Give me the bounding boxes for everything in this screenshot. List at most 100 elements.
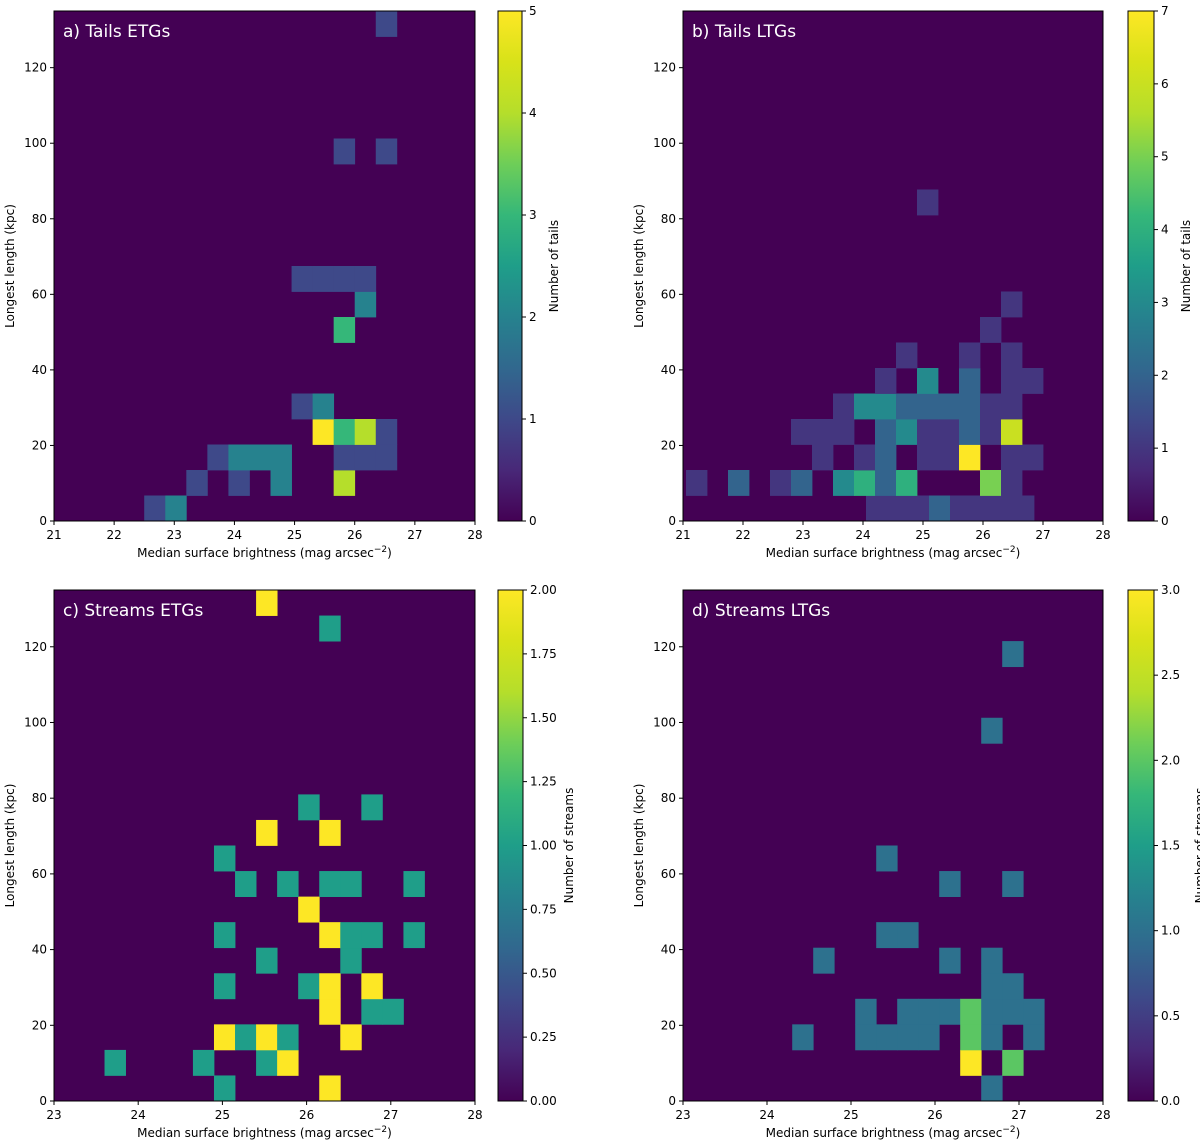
heatmap-cell — [298, 794, 320, 821]
y-axis-label: Longest length (kpc) — [3, 204, 17, 328]
heatmap-cell — [256, 1024, 278, 1051]
heatmap-cell — [333, 444, 356, 471]
y-tick-label: 60 — [32, 867, 47, 881]
heatmap-cell — [354, 291, 377, 318]
heatmap-cell — [104, 1049, 126, 1076]
heatmap-cell — [812, 419, 834, 445]
x-tick-label: 26 — [347, 528, 362, 542]
heatmap-cell — [319, 1075, 341, 1102]
heatmap-cell — [270, 444, 292, 471]
heatmap-cell — [918, 998, 940, 1025]
x-tick-label: 21 — [46, 528, 61, 542]
heatmap-cell — [213, 973, 236, 1000]
heatmap-cell — [866, 495, 888, 522]
heatmap-cell — [312, 419, 335, 445]
heatmap-cell — [897, 998, 919, 1025]
colorbar-tick-label: 2.0 — [1161, 753, 1180, 767]
y-tick-label: 0 — [668, 514, 676, 528]
heatmap-cell — [319, 871, 341, 897]
y-tick-label: 40 — [32, 943, 47, 957]
x-tick-label: 28 — [467, 1108, 482, 1122]
colorbar-tick-label: 2.00 — [530, 583, 557, 597]
heatmap-cell — [939, 947, 961, 974]
y-tick-label: 60 — [661, 867, 676, 881]
heatmap-cell — [792, 1024, 814, 1051]
heatmap-cell — [144, 495, 166, 522]
heatmap-cell — [354, 444, 377, 471]
heatmap-cell — [917, 444, 939, 471]
colorbar-tick-label: 5 — [529, 4, 537, 18]
colorbar-tick-label: 3 — [1161, 295, 1169, 309]
y-axis-label: Longest length (kpc) — [632, 204, 646, 328]
colorbar-tick-label: 0 — [1161, 514, 1169, 528]
heatmap-cell — [333, 266, 356, 292]
heatmap-cell — [1002, 1049, 1024, 1076]
heatmap-cell — [235, 1024, 257, 1051]
heatmap-cell — [791, 470, 813, 496]
colorbar-tick-label: 0.5 — [1161, 1009, 1180, 1023]
heatmap-cell — [375, 444, 398, 471]
heatmap-cell — [791, 419, 813, 445]
heatmap-cell — [192, 1049, 215, 1076]
heatmap-cell — [1022, 368, 1044, 394]
heatmap-cell — [939, 998, 961, 1025]
x-tick-label: 25 — [843, 1108, 858, 1122]
colorbar — [497, 589, 524, 1102]
heatmap-cell — [960, 1024, 982, 1051]
heatmap-cell — [917, 393, 939, 420]
heatmap-cell — [981, 717, 1003, 744]
heatmap-cell — [312, 266, 335, 292]
x-tick-label: 26 — [927, 1108, 942, 1122]
heatmap-cell — [876, 922, 898, 949]
heatmap-cell — [980, 470, 1002, 496]
heatmap-cell — [1002, 973, 1024, 1000]
y-tick-label: 40 — [661, 943, 676, 957]
colorbar-tick-label: 7 — [1161, 4, 1169, 18]
heatmap-cell — [1023, 1024, 1045, 1051]
y-tick-label: 0 — [668, 1094, 676, 1108]
heatmap-cell — [896, 470, 918, 496]
heatmap-cell — [298, 896, 320, 923]
heatmap-cell — [686, 470, 708, 496]
colorbar-tick-label: 2.5 — [1161, 668, 1180, 682]
heatmap-cell — [938, 444, 960, 471]
heatmap-cell — [213, 922, 236, 949]
colorbar-tick-label: 1.0 — [1161, 924, 1180, 938]
heatmap-cell — [277, 1024, 299, 1051]
colorbar-tick-label: 1.50 — [530, 711, 557, 725]
heatmap-cell — [980, 317, 1002, 343]
colorbar-label: Number of tails — [1179, 220, 1193, 312]
x-tick-label: 24 — [855, 528, 870, 542]
y-tick-label: 0 — [39, 514, 47, 528]
colorbar-tick-label: 3 — [529, 208, 537, 222]
colorbar-tick-label: 1.75 — [530, 647, 557, 661]
heatmap-cell — [876, 1024, 898, 1051]
heatmap-cell — [981, 1024, 1003, 1051]
y-tick-label: 100 — [653, 715, 676, 729]
heatmap-cell — [728, 470, 750, 496]
heatmap-cell — [896, 393, 918, 420]
y-axis-label: Longest length (kpc) — [3, 784, 17, 908]
colorbar-tick-label: 0.50 — [530, 966, 557, 980]
x-tick-label: 22 — [107, 528, 122, 542]
heatmap-cell — [319, 998, 341, 1025]
heatmap-cell — [165, 495, 187, 522]
x-axis-label: Median surface brightness (mag arcsec−2) — [766, 545, 1021, 560]
colorbar-tick-label: 0 — [529, 514, 537, 528]
x-tick-label: 24 — [759, 1108, 774, 1122]
heatmap-cell — [833, 470, 855, 496]
heatmap-cell — [917, 189, 939, 216]
plot-background — [54, 11, 475, 521]
y-tick-label: 120 — [653, 61, 676, 75]
heatmap-cell — [981, 1075, 1003, 1102]
heatmap-cell — [918, 1024, 940, 1051]
colorbar-tick-label: 0.00 — [530, 1094, 557, 1108]
heatmap-cell — [228, 470, 250, 496]
heatmap-cell — [855, 1024, 877, 1051]
y-tick-label: 80 — [32, 212, 47, 226]
heatmap-cell — [896, 419, 918, 445]
colorbar-tick-label: 1.5 — [1161, 839, 1180, 853]
colorbar-tick-label: 1 — [1161, 441, 1169, 455]
heatmap-cell — [256, 1049, 278, 1076]
